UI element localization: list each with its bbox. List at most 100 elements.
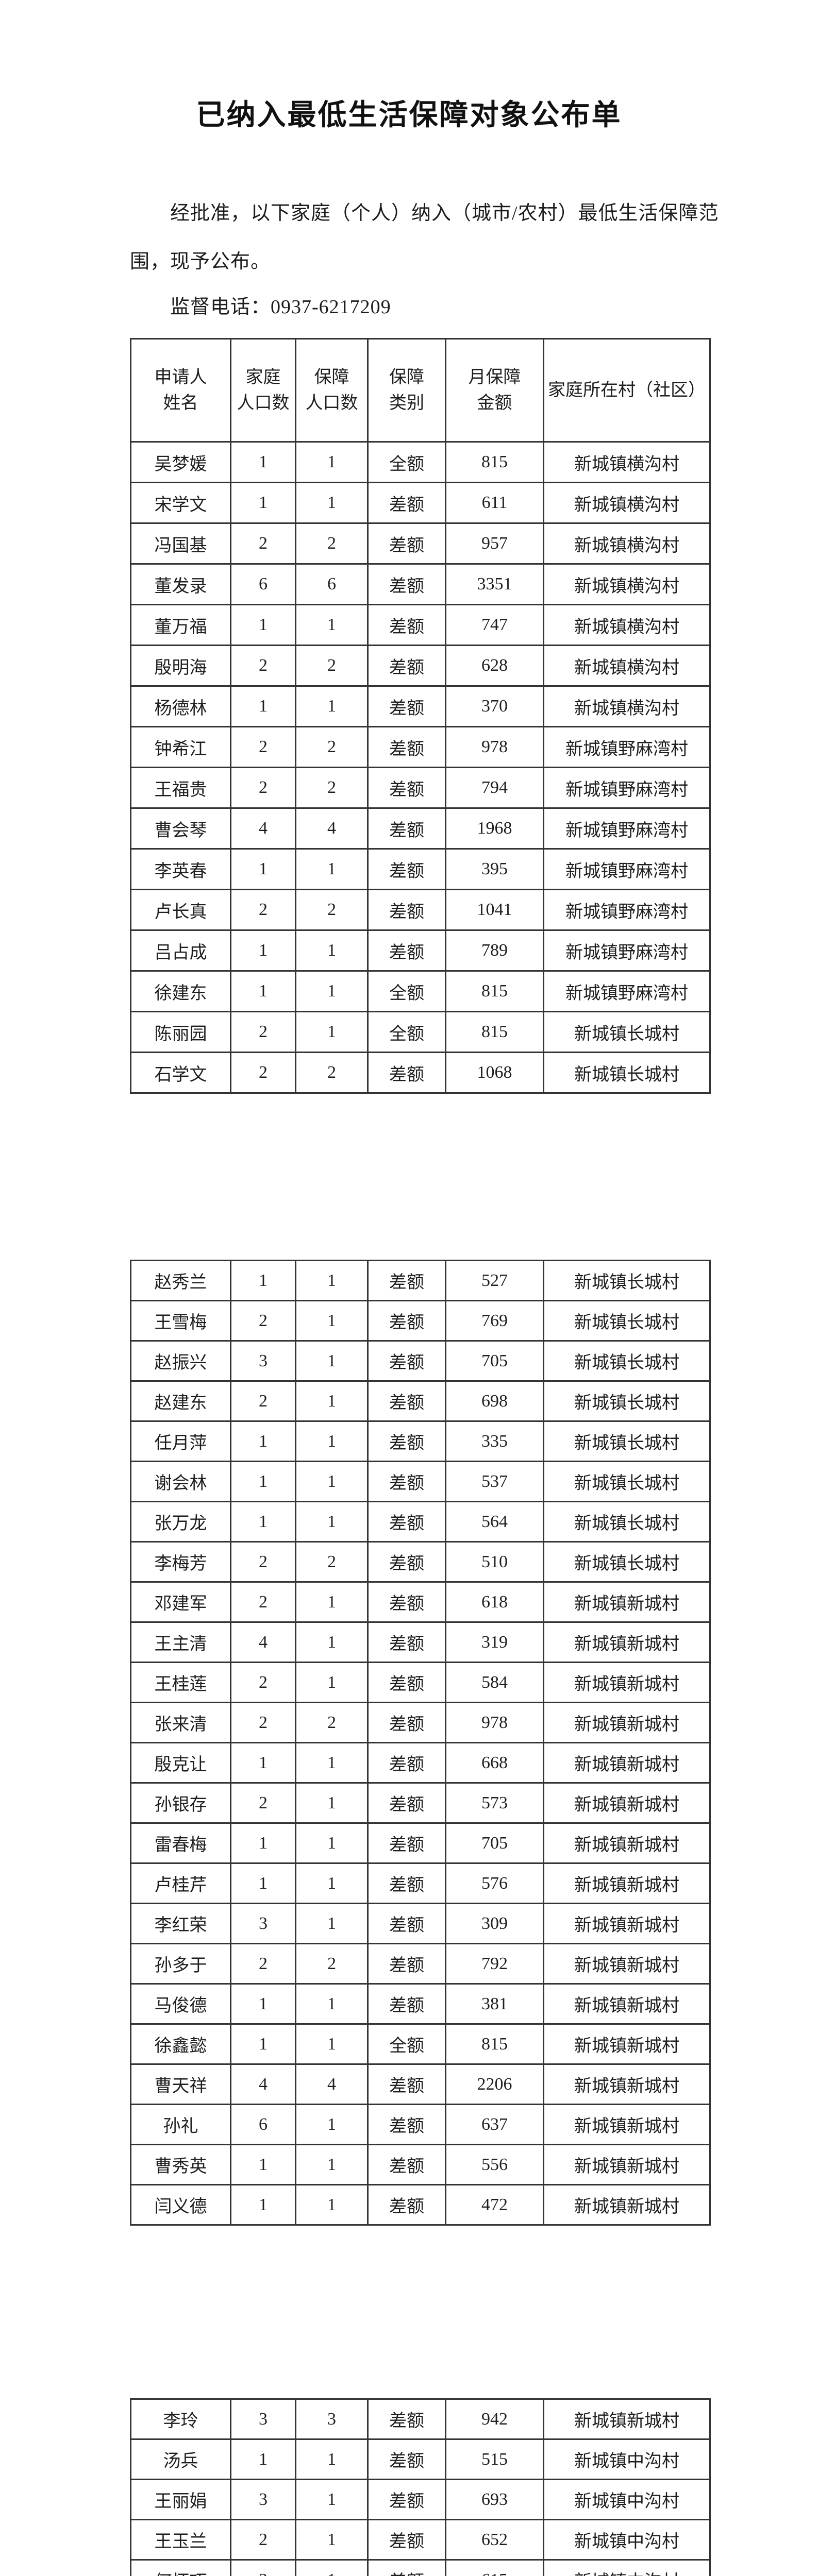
subsidy-type-cell: 差额 xyxy=(367,482,446,524)
covered-count-cell: 1 xyxy=(295,2519,369,2561)
monthly-amount-cell: 747 xyxy=(445,604,544,646)
household-size-cell: 2 xyxy=(230,1782,296,1824)
monthly-amount-cell: 335 xyxy=(445,1420,544,1462)
table-row: 石学文 2 2 差额 1068 新城镇长城村 xyxy=(130,1052,711,1094)
applicant-name-cell: 汤兵 xyxy=(130,2438,231,2480)
table-row: 王主清 4 1 差额 319 新城镇新城村 xyxy=(130,1621,711,1663)
covered-count-cell: 1 xyxy=(295,1300,369,1342)
subsidy-type-cell: 全额 xyxy=(367,970,446,1012)
applicant-name-cell: 李梅芳 xyxy=(130,1541,231,1583)
subsidy-type-cell: 差额 xyxy=(367,1822,446,1864)
applicant-name-cell: 何怀巧 xyxy=(130,2559,231,2576)
household-size-cell: 1 xyxy=(230,2144,296,2185)
village-cell: 新城镇野麻湾村 xyxy=(543,970,711,1012)
applicant-name-cell: 张来清 xyxy=(130,1702,231,1743)
monthly-amount-cell: 381 xyxy=(445,1983,544,2025)
applicant-name-cell: 雷春梅 xyxy=(130,1822,231,1864)
village-cell: 新城镇新城村 xyxy=(543,1581,711,1623)
covered-count-cell: 1 xyxy=(295,1420,369,1462)
column-header: 家庭所在村（社区） xyxy=(543,338,711,443)
monthly-amount-cell: 537 xyxy=(445,1461,544,1502)
village-cell: 新城镇横沟村 xyxy=(543,685,711,727)
subsidy-type-cell: 差额 xyxy=(367,726,446,768)
covered-count-cell: 2 xyxy=(295,1052,369,1094)
subsidy-type-cell: 差额 xyxy=(367,1862,446,1904)
household-size-cell: 2 xyxy=(230,522,296,565)
household-size-cell: 1 xyxy=(230,604,296,646)
applicant-name-cell: 李红荣 xyxy=(130,1903,231,1944)
household-size-cell: 1 xyxy=(230,2023,296,2065)
household-size-cell: 1 xyxy=(230,929,296,972)
monthly-amount-cell: 527 xyxy=(445,1260,544,1301)
household-size-cell: 3 xyxy=(230,1340,296,1382)
household-size-cell: 2 xyxy=(230,767,296,809)
covered-count-cell: 2 xyxy=(295,1943,369,1985)
covered-count-cell: 4 xyxy=(295,2063,369,2105)
applicant-name-cell: 卢长真 xyxy=(130,889,231,931)
household-size-cell: 3 xyxy=(230,2479,296,2520)
subsidy-type-cell: 差额 xyxy=(367,2519,446,2561)
monthly-amount-cell: 1041 xyxy=(445,889,544,931)
monthly-amount-cell: 2206 xyxy=(445,2063,544,2105)
covered-count-cell: 2 xyxy=(295,1702,369,1743)
table-row: 李玲 3 3 差额 942 新城镇新城村 xyxy=(130,2398,711,2440)
household-size-cell: 2 xyxy=(230,1380,296,1422)
monthly-amount-cell: 698 xyxy=(445,1380,544,1422)
table-row: 李红荣 3 1 差额 309 新城镇新城村 xyxy=(130,1903,711,1944)
village-cell: 新城镇新城村 xyxy=(543,2023,711,2065)
applicant-name-cell: 殷克让 xyxy=(130,1742,231,1784)
applicant-name-cell: 宋学文 xyxy=(130,482,231,524)
subsidy-type-cell: 差额 xyxy=(367,1300,446,1342)
covered-count-cell: 1 xyxy=(295,1822,369,1864)
covered-count-cell: 1 xyxy=(295,1662,369,1703)
table-row: 陈丽园 2 1 全额 815 新城镇长城村 xyxy=(130,1011,711,1053)
table-row: 徐鑫懿 1 1 全额 815 新城镇新城村 xyxy=(130,2023,711,2065)
monthly-amount-cell: 637 xyxy=(445,2104,544,2145)
village-cell: 新城镇中沟村 xyxy=(543,2479,711,2520)
monthly-amount-cell: 611 xyxy=(445,482,544,524)
subsidy-type-cell: 差额 xyxy=(367,1702,446,1743)
table-row: 谢会林 1 1 差额 537 新城镇长城村 xyxy=(130,1461,711,1502)
household-size-cell: 1 xyxy=(230,482,296,524)
subsidy-type-cell: 差额 xyxy=(367,1461,446,1502)
applicant-name-cell: 赵建东 xyxy=(130,1380,231,1422)
table-row: 李英春 1 1 差额 395 新城镇野麻湾村 xyxy=(130,848,711,890)
household-size-cell: 2 xyxy=(230,1702,296,1743)
subsidy-type-cell: 差额 xyxy=(367,1052,446,1094)
covered-count-cell: 1 xyxy=(295,1782,369,1824)
applicant-name-cell: 赵秀兰 xyxy=(130,1260,231,1301)
table-row: 孙多于 2 2 差额 792 新城镇新城村 xyxy=(130,1943,711,1985)
covered-count-cell: 4 xyxy=(295,807,369,850)
applicant-name-cell: 张万龙 xyxy=(130,1501,231,1543)
household-size-cell: 1 xyxy=(230,2184,296,2226)
benefit-table-page-3: 李玲 3 3 差额 942 新城镇新城村 汤兵 1 1 差额 515 新城镇中沟村 王丽娟 3 1 差额 693… xyxy=(130,2398,711,2576)
covered-count-cell: 2 xyxy=(295,645,369,687)
village-cell: 新城镇新城村 xyxy=(543,1662,711,1703)
monthly-amount-cell: 693 xyxy=(445,2479,544,2520)
village-cell: 新城镇新城村 xyxy=(543,1742,711,1784)
household-size-cell: 3 xyxy=(230,1903,296,1944)
subsidy-type-cell: 差额 xyxy=(367,2063,446,2105)
subsidy-type-cell: 差额 xyxy=(367,2104,446,2145)
household-size-cell: 4 xyxy=(230,807,296,850)
subsidy-type-cell: 差额 xyxy=(367,1541,446,1583)
household-size-cell: 4 xyxy=(230,2063,296,2105)
monthly-amount-cell: 573 xyxy=(445,1782,544,1824)
village-cell: 新城镇中沟村 xyxy=(543,2438,711,2480)
village-cell: 新城镇野麻湾村 xyxy=(543,889,711,931)
household-size-cell: 2 xyxy=(230,1052,296,1094)
village-cell: 新城镇新城村 xyxy=(543,2184,711,2226)
covered-count-cell: 1 xyxy=(295,1380,369,1422)
covered-count-cell: 1 xyxy=(295,482,369,524)
table-row: 曹会琴 4 4 差额 1968 新城镇野麻湾村 xyxy=(130,807,711,850)
household-size-cell: 2 xyxy=(230,726,296,768)
covered-count-cell: 1 xyxy=(295,604,369,646)
village-cell: 新城镇野麻湾村 xyxy=(543,807,711,850)
benefit-table: 李玲 3 3 差额 942 新城镇新城村 汤兵 1 1 差额 515 新城镇中沟村 王丽娟 3 1 差额 693… xyxy=(130,2398,711,2576)
covered-count-cell: 2 xyxy=(295,1541,369,1583)
village-cell: 新城镇新城村 xyxy=(543,2144,711,2185)
village-cell: 新城镇野麻湾村 xyxy=(543,767,711,809)
village-cell: 新城镇横沟村 xyxy=(543,645,711,687)
village-cell: 新城镇中沟村 xyxy=(543,2519,711,2561)
household-size-cell: 2 xyxy=(230,1300,296,1342)
